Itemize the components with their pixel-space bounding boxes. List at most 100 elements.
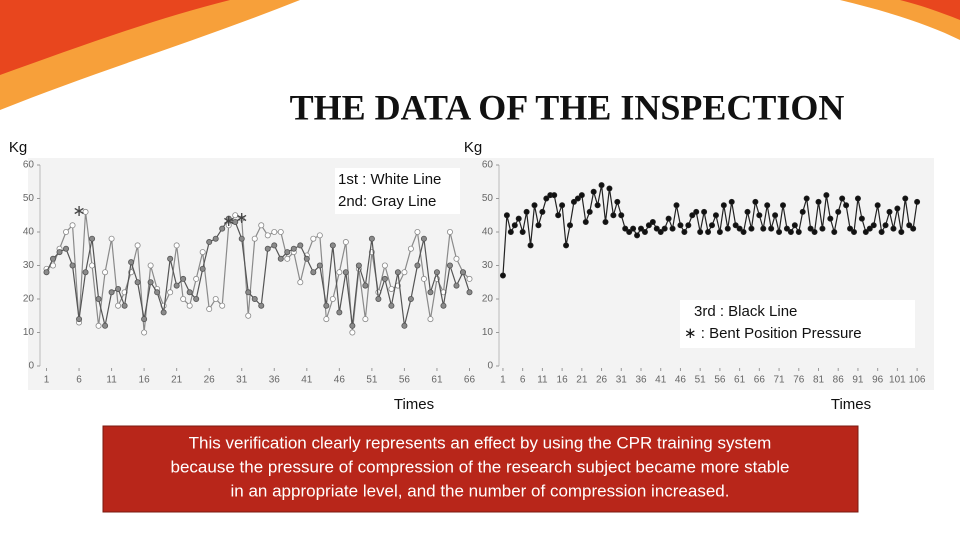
x-tick-label: 66 [464, 375, 476, 386]
data-point [219, 225, 226, 232]
data-point [780, 202, 787, 209]
legend-box [335, 168, 460, 214]
data-point [827, 215, 834, 222]
data-point [858, 215, 865, 222]
data-point [594, 202, 601, 209]
data-point [277, 228, 284, 235]
data-point [193, 275, 200, 282]
x-tick-label: 31 [616, 375, 628, 386]
x-tick-label: 56 [714, 375, 726, 386]
data-point [760, 225, 767, 232]
data-point [316, 232, 323, 239]
data-point [173, 282, 180, 289]
data-point [843, 202, 850, 209]
data-point [401, 269, 408, 276]
data-point [414, 262, 421, 269]
x-tick-label: 61 [431, 375, 443, 386]
data-point [193, 295, 200, 302]
data-point [559, 202, 566, 209]
data-point [795, 228, 802, 235]
x-tick-label: 21 [171, 375, 183, 386]
data-point [610, 212, 617, 219]
data-point [310, 269, 317, 276]
x-tick-label: 1 [44, 375, 50, 386]
data-point [523, 208, 530, 215]
caption-line: in an appropriate level, and the number … [231, 481, 730, 500]
data-point [323, 316, 330, 323]
y-tick-label: 0 [487, 361, 493, 372]
data-point [681, 228, 688, 235]
data-point [186, 289, 193, 296]
legend-entry: 3rd : Black Line [694, 303, 797, 320]
y-tick-label: 20 [23, 294, 35, 305]
data-point [82, 269, 89, 276]
data-point [225, 215, 232, 222]
data-point [427, 316, 434, 323]
data-point [815, 198, 822, 205]
x-tick-label: 106 [909, 375, 926, 386]
data-point [598, 182, 605, 189]
y-tick-label: 0 [28, 361, 34, 372]
x-tick-label: 61 [734, 375, 746, 386]
data-point [381, 262, 388, 269]
data-point [316, 262, 323, 269]
data-point [407, 295, 414, 302]
data-point [783, 225, 790, 232]
data-point [886, 208, 893, 215]
data-point [102, 269, 109, 276]
data-point [752, 198, 759, 205]
data-point [336, 269, 343, 276]
x-tick-label: 26 [596, 375, 608, 386]
data-point [657, 228, 664, 235]
data-point [582, 218, 589, 225]
data-point [154, 289, 161, 296]
x-tick-label: 16 [139, 375, 151, 386]
data-point [342, 269, 349, 276]
x-axis-label: Times [831, 396, 871, 413]
y-tick-label: 60 [482, 160, 494, 171]
data-point [578, 192, 585, 199]
data-point [874, 202, 881, 209]
data-point [310, 235, 317, 242]
x-tick-label: 71 [773, 375, 785, 386]
data-point [141, 329, 148, 336]
data-point [199, 249, 206, 256]
data-point [466, 289, 473, 296]
data-point [732, 222, 739, 229]
x-tick-label: 76 [793, 375, 805, 386]
data-point [602, 218, 609, 225]
annotation: ∗ [235, 210, 248, 227]
data-point [539, 208, 546, 215]
decor-swoosh [840, 0, 960, 40]
x-tick-label: 11 [537, 375, 548, 386]
x-tick-label: 21 [576, 375, 588, 386]
x-tick-label: 6 [520, 375, 526, 386]
data-point [407, 245, 414, 252]
data-point [134, 279, 141, 286]
x-tick-label: 11 [106, 375, 117, 386]
x-tick-label: 26 [204, 375, 216, 386]
data-point [232, 218, 239, 225]
data-point [653, 225, 660, 232]
caption-line: because the pressure of compression of t… [171, 457, 790, 476]
data-point [69, 222, 76, 229]
data-point [570, 198, 577, 205]
y-tick-label: 20 [482, 294, 494, 305]
data-point [290, 245, 297, 252]
data-point [499, 272, 506, 279]
data-point [147, 279, 154, 286]
data-point [712, 212, 719, 219]
data-point [511, 222, 518, 229]
data-point [906, 222, 913, 229]
data-point [394, 269, 401, 276]
data-point [212, 235, 219, 242]
data-point [638, 225, 645, 232]
data-point [459, 269, 466, 276]
legend-note: ∗ : Bent Position Pressure [684, 325, 862, 342]
data-point [543, 195, 550, 202]
data-point [898, 228, 905, 235]
data-point [381, 275, 388, 282]
data-point [453, 255, 460, 262]
